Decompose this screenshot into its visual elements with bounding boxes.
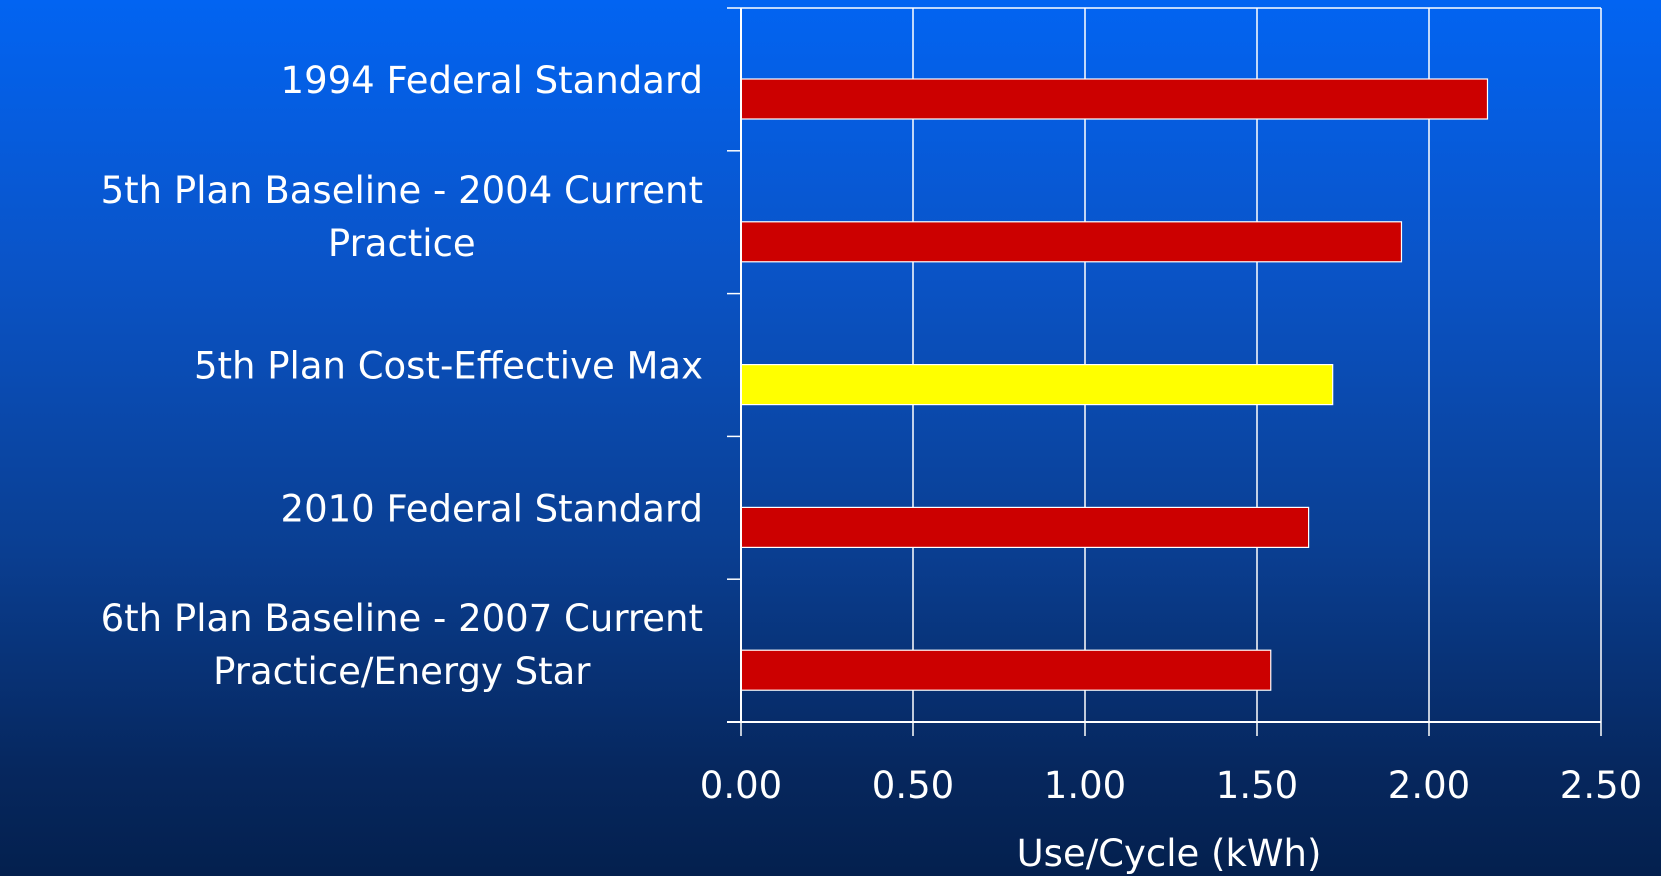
category-labels: 1994 Federal Standard 5th Plan Baseline -… [101,59,703,693]
category-label-line: Practice/Energy Star [213,650,591,693]
category-label-line: 5th Plan Baseline - 2004 Current [101,169,703,212]
category-label: 2010 Federal Standard [281,487,703,530]
x-tick-label: 2.00 [1388,764,1470,807]
bar [741,222,1401,262]
bar [741,507,1309,547]
category-label-line: Practice [328,222,476,265]
category-label-line: 6th Plan Baseline - 2007 Current [101,597,703,640]
x-tick-label: 0.00 [700,764,782,807]
x-axis-title: Use/Cycle (kWh) [1017,832,1322,875]
bar [741,79,1487,119]
x-tick-label: 2.50 [1560,764,1642,807]
x-tick-label: 0.50 [872,764,954,807]
bar [741,365,1333,405]
x-tick-label: 1.00 [1044,764,1126,807]
category-label: 1994 Federal Standard [281,59,703,102]
x-tick-label: 1.50 [1216,764,1298,807]
bar [741,650,1271,690]
category-label: 5th Plan Cost-Effective Max [194,345,703,388]
bars [741,79,1487,690]
x-tick-labels: 0.00 0.50 1.00 1.50 2.00 2.50 [700,764,1642,807]
